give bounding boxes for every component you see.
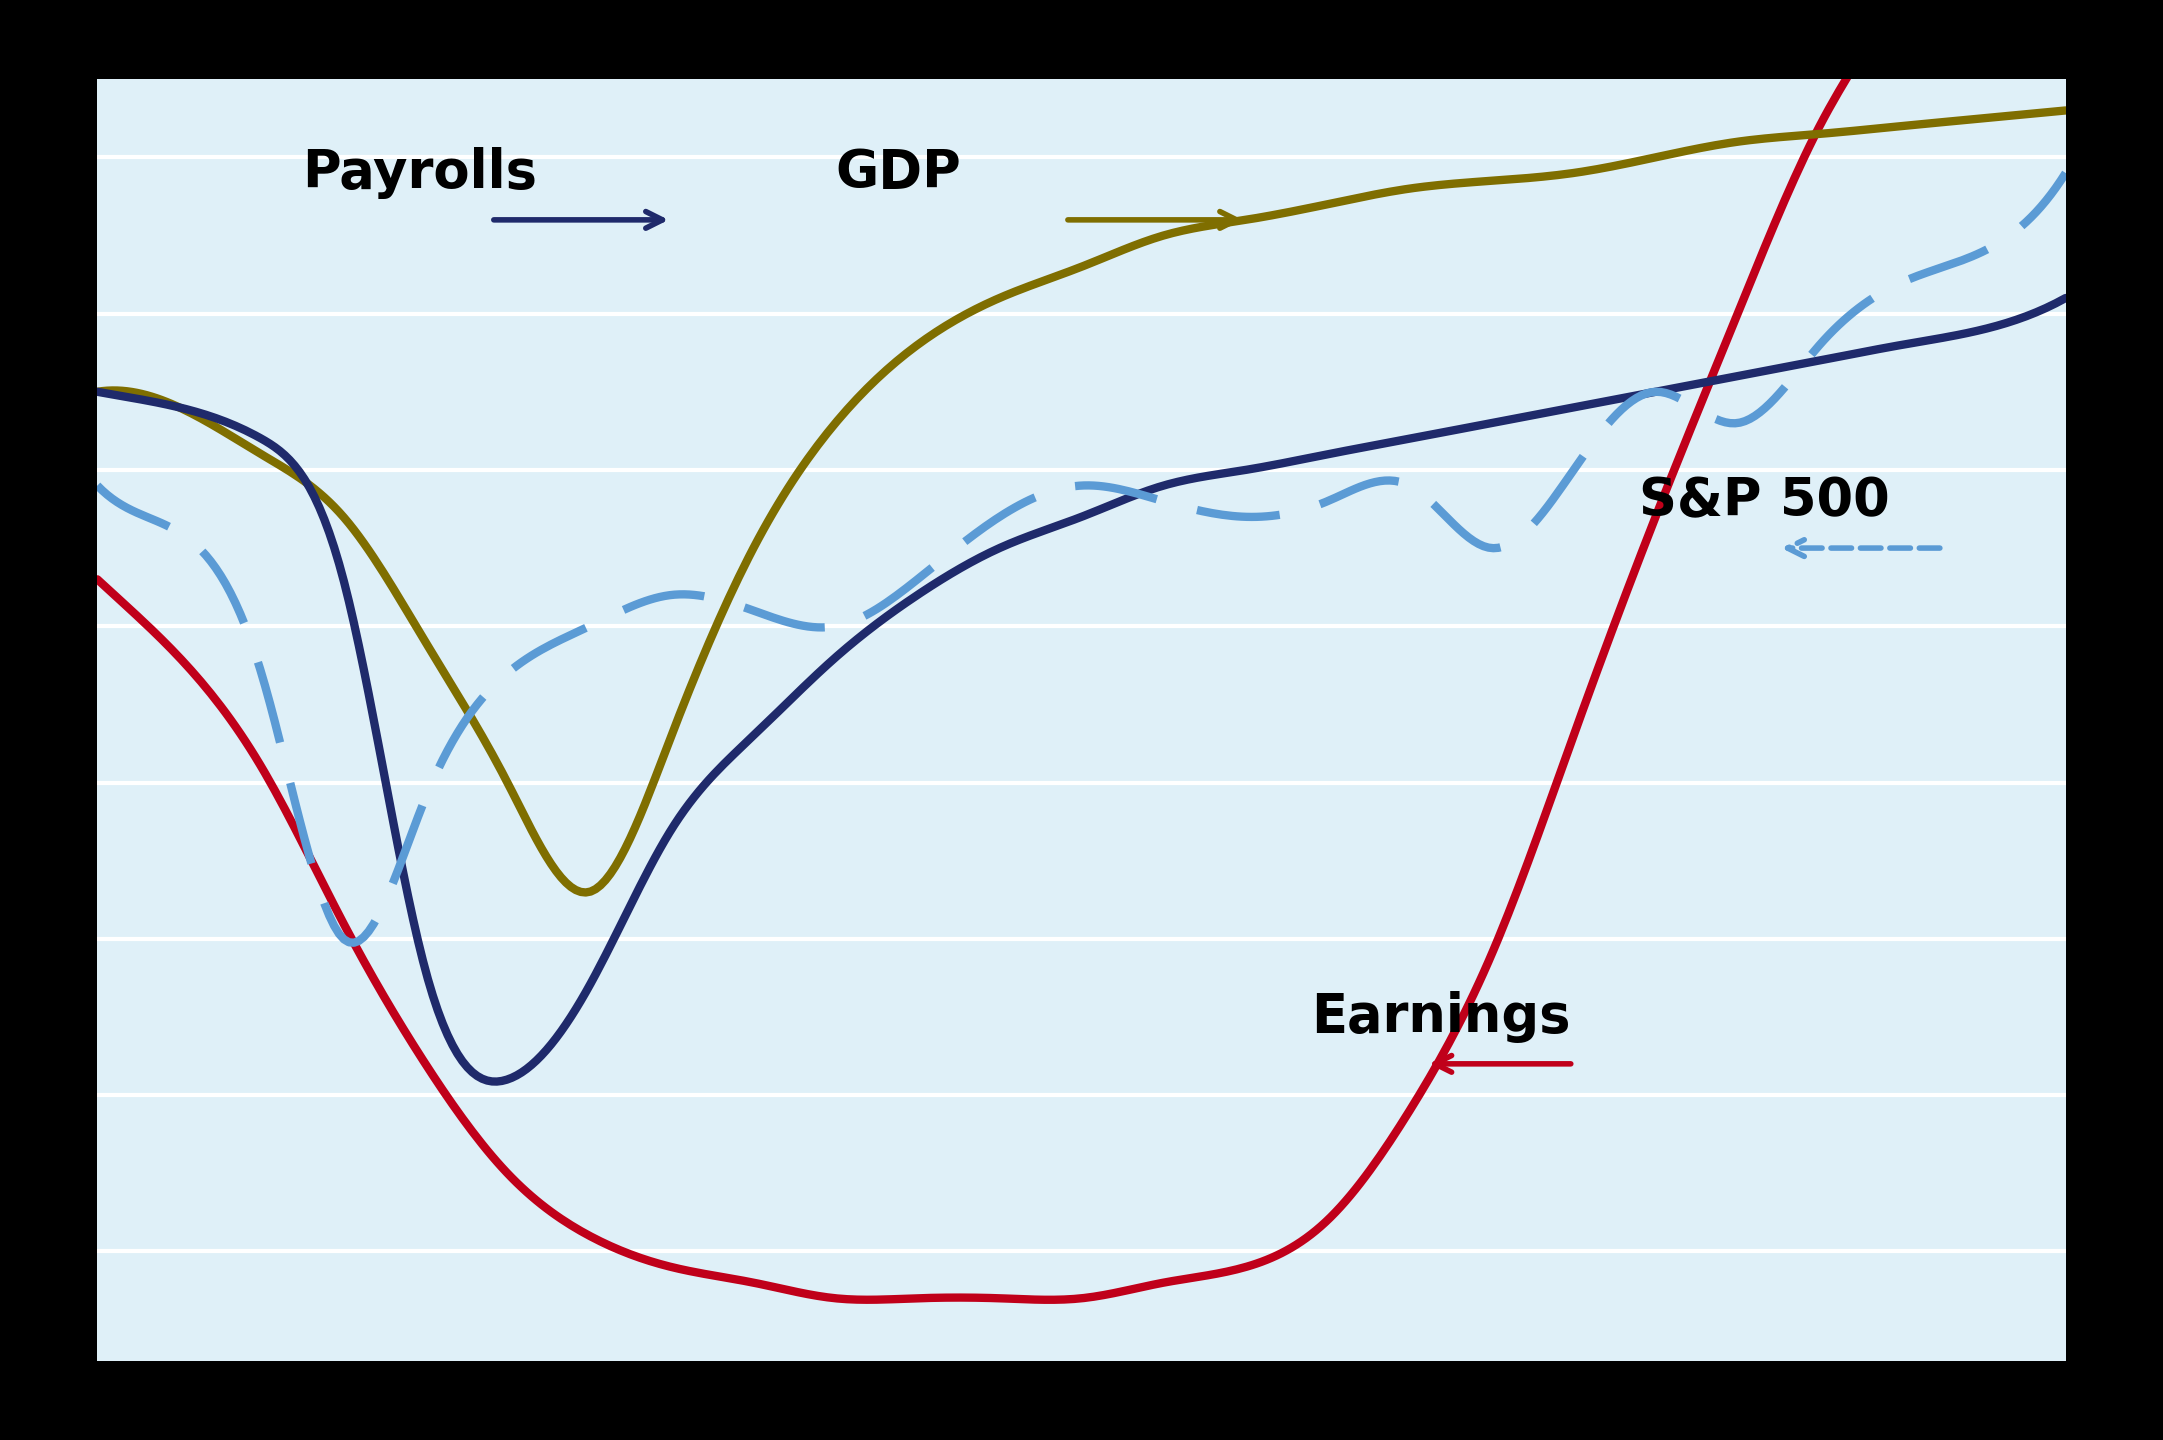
- Text: Earnings: Earnings: [1311, 991, 1570, 1043]
- Text: S&P 500: S&P 500: [1640, 475, 1890, 527]
- Text: GDP: GDP: [835, 147, 960, 199]
- Text: Payrolls: Payrolls: [303, 147, 536, 199]
